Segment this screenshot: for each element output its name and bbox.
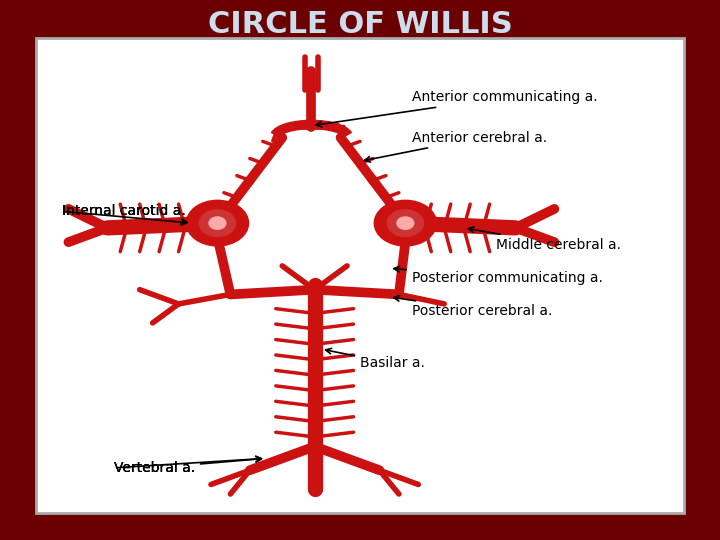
Text: Anterior cerebral a.: Anterior cerebral a. (364, 131, 547, 162)
Text: Anterior communicating a.: Anterior communicating a. (316, 90, 598, 127)
Circle shape (397, 217, 414, 230)
Text: Vertebral a.: Vertebral a. (114, 456, 261, 475)
Circle shape (186, 200, 248, 246)
Text: Middle cerebral a.: Middle cerebral a. (468, 227, 621, 252)
Circle shape (199, 210, 235, 237)
Text: Basilar a.: Basilar a. (325, 348, 425, 370)
Circle shape (374, 200, 436, 246)
Text: Posterior communicating a.: Posterior communicating a. (394, 266, 603, 285)
Text: Posterior cerebral a.: Posterior cerebral a. (394, 295, 552, 318)
Text: Internal carotid a.: Internal carotid a. (62, 204, 186, 218)
Circle shape (209, 217, 226, 230)
Circle shape (387, 210, 423, 237)
Text: Internal carotid a.: Internal carotid a. (62, 204, 186, 218)
Text: Vertebral a.: Vertebral a. (114, 461, 195, 475)
Text: CIRCLE OF WILLIS: CIRCLE OF WILLIS (207, 10, 513, 39)
Text: Vertebral a.: Vertebral a. (114, 461, 195, 475)
Text: Internal carotid a.: Internal carotid a. (62, 204, 187, 224)
